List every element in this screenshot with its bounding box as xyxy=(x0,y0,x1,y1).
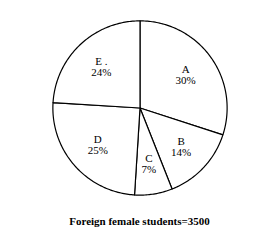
svg-text:A30%: A30% xyxy=(176,63,196,86)
svg-text:C7%: C7% xyxy=(141,152,156,175)
svg-text:E .24%: E .24% xyxy=(91,55,111,78)
html-text:Foreign female students=3500: Foreign female students=3500 xyxy=(69,215,210,227)
svg-text:B14%: B14% xyxy=(171,135,191,158)
svg-text:D25%: D25% xyxy=(88,133,108,156)
